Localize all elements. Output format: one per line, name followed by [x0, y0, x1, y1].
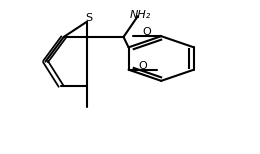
Text: S: S [85, 13, 92, 23]
Text: O: O [139, 61, 147, 71]
Text: NH₂: NH₂ [129, 10, 151, 20]
Text: O: O [142, 27, 151, 37]
